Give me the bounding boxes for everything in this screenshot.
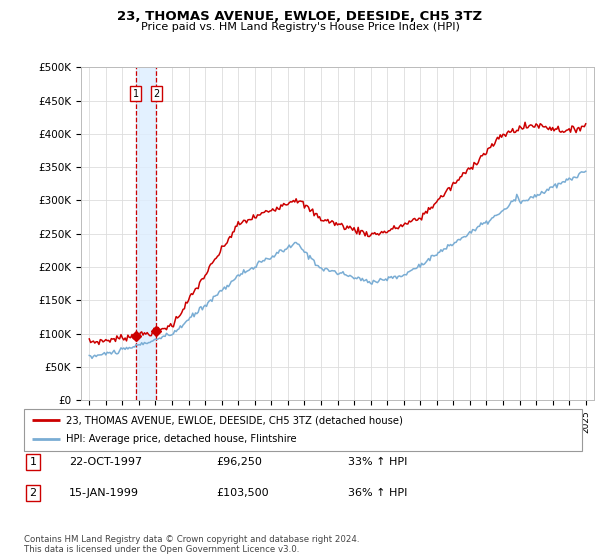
- Text: HPI: Average price, detached house, Flintshire: HPI: Average price, detached house, Flin…: [66, 435, 296, 445]
- Text: 1: 1: [29, 457, 37, 467]
- Text: £103,500: £103,500: [216, 488, 269, 498]
- Text: 36% ↑ HPI: 36% ↑ HPI: [348, 488, 407, 498]
- Text: 15-JAN-1999: 15-JAN-1999: [69, 488, 139, 498]
- Text: 1: 1: [133, 89, 139, 99]
- Bar: [136, 67, 156, 400]
- Text: 22-OCT-1997: 22-OCT-1997: [69, 457, 142, 467]
- Text: £96,250: £96,250: [216, 457, 262, 467]
- Text: 33% ↑ HPI: 33% ↑ HPI: [348, 457, 407, 467]
- Text: Contains HM Land Registry data © Crown copyright and database right 2024.
This d: Contains HM Land Registry data © Crown c…: [24, 535, 359, 554]
- Text: 2: 2: [29, 488, 37, 498]
- Text: 2: 2: [153, 89, 160, 99]
- FancyBboxPatch shape: [24, 409, 582, 451]
- Text: 23, THOMAS AVENUE, EWLOE, DEESIDE, CH5 3TZ (detached house): 23, THOMAS AVENUE, EWLOE, DEESIDE, CH5 3…: [66, 415, 403, 425]
- Text: Price paid vs. HM Land Registry's House Price Index (HPI): Price paid vs. HM Land Registry's House …: [140, 22, 460, 32]
- Text: 23, THOMAS AVENUE, EWLOE, DEESIDE, CH5 3TZ: 23, THOMAS AVENUE, EWLOE, DEESIDE, CH5 3…: [118, 10, 482, 23]
